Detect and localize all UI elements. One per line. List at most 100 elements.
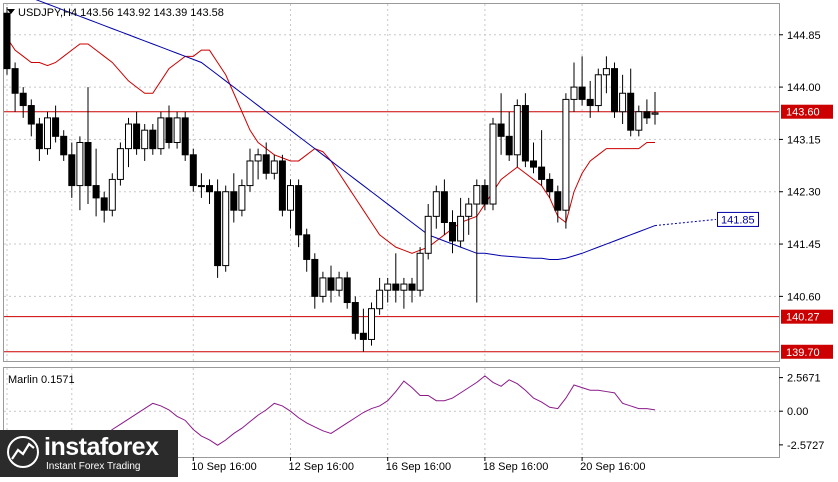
candle — [197, 173, 205, 198]
candle — [497, 93, 505, 155]
candle — [165, 105, 173, 149]
candle — [278, 154, 286, 217]
candle-body — [327, 277, 335, 291]
candle-body — [481, 185, 489, 205]
candle — [578, 56, 586, 106]
candle-body — [449, 222, 456, 242]
candle-body — [408, 283, 416, 291]
time-tick-label: 10 Sep 16:00 — [191, 461, 256, 473]
candle — [384, 277, 392, 303]
price-tick-label: 141.45 — [787, 239, 821, 251]
candle — [206, 179, 213, 205]
candle — [230, 173, 238, 223]
candle-body — [84, 141, 92, 187]
candle — [635, 105, 643, 137]
candle — [173, 111, 181, 149]
candle-body — [35, 123, 43, 150]
candle-body — [165, 117, 173, 143]
candle-body — [538, 166, 546, 180]
candle-body — [489, 123, 497, 205]
candle — [424, 204, 432, 260]
candle — [76, 136, 84, 211]
time-tick-label: 18 Sep 16:00 — [483, 461, 548, 473]
candle-body — [530, 160, 537, 168]
candle — [60, 130, 68, 161]
candle-body — [125, 123, 132, 150]
candle — [400, 277, 408, 309]
logo-tagline: Instant Forex Trading — [46, 461, 141, 472]
candle-body — [116, 148, 124, 180]
candle-body — [521, 105, 529, 162]
candle-body — [303, 234, 311, 260]
candle-body — [457, 215, 465, 242]
grid-layer — [4, 4, 779, 457]
candle — [35, 117, 43, 161]
instaforex-logo-icon — [7, 436, 39, 468]
candle — [100, 191, 108, 223]
indicator-tick-label: 2.5671 — [787, 373, 821, 385]
candle — [133, 111, 141, 155]
candle-body — [100, 197, 108, 211]
candle — [465, 197, 473, 235]
price-tick-label: 142.30 — [787, 187, 821, 199]
candle — [335, 271, 343, 297]
candle-body — [335, 277, 343, 291]
candle-body — [384, 283, 392, 291]
candle — [141, 124, 149, 161]
candle — [319, 271, 327, 303]
candle-body — [3, 12, 11, 70]
candle-body — [230, 191, 238, 211]
price-tick-label: 144.85 — [787, 30, 821, 42]
symbol-dropdown-icon[interactable] — [7, 9, 15, 14]
ma-label-box — [717, 211, 759, 227]
candle — [222, 185, 230, 272]
candle — [489, 117, 497, 211]
level-label-box — [781, 309, 833, 324]
level-label: 143.60 — [786, 107, 820, 119]
marlin-indicator: 2.5671 0.00 -2.5727 — [4, 373, 824, 452]
indicator-title: Marlin 0.1571 — [8, 374, 75, 386]
candle — [303, 228, 311, 272]
candles — [3, 7, 659, 352]
candle — [586, 80, 594, 118]
candle — [181, 111, 189, 161]
candle-body — [270, 160, 278, 174]
candle — [68, 142, 76, 198]
time-tick-label: 12 Sep 16:00 — [289, 461, 354, 473]
candle — [214, 179, 222, 278]
candle-body — [611, 68, 618, 113]
candle — [327, 265, 335, 303]
candle — [481, 179, 489, 211]
candle-body — [295, 185, 303, 236]
candle — [262, 142, 270, 180]
candle-body — [206, 185, 213, 193]
marlin-line — [6, 375, 656, 450]
candle-body — [189, 154, 197, 187]
price-tick-label: 144.00 — [787, 82, 821, 94]
candle-body — [368, 308, 375, 340]
candle-body — [246, 160, 254, 187]
candle-body — [359, 332, 367, 340]
candle — [246, 148, 254, 192]
logo-brand: instaforex — [44, 433, 159, 461]
candle-body — [416, 252, 424, 291]
candle-body — [141, 129, 149, 150]
candle-body — [27, 105, 35, 125]
time-tick-label: 20 Sep 16:00 — [580, 461, 645, 473]
candle — [295, 179, 303, 248]
candle-body — [505, 135, 513, 156]
candle-body — [278, 160, 286, 211]
candle — [351, 296, 359, 340]
candle — [651, 92, 659, 125]
candle-body — [586, 98, 594, 107]
candle-body — [578, 86, 586, 100]
candle-body — [157, 117, 165, 150]
candle-body — [149, 129, 157, 150]
candle — [189, 148, 197, 192]
candle — [3, 7, 11, 75]
indicator-tick-label: 0.00 — [787, 406, 808, 418]
candle-body — [594, 74, 602, 107]
candle — [457, 197, 465, 248]
